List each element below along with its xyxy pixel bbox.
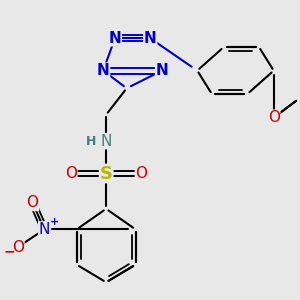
Text: N: N xyxy=(39,222,50,237)
Text: H: H xyxy=(86,135,97,148)
Text: O: O xyxy=(268,110,280,125)
Text: N: N xyxy=(144,31,157,46)
Text: N: N xyxy=(156,63,168,78)
Text: N: N xyxy=(100,134,112,149)
Text: N: N xyxy=(97,63,110,78)
Text: O: O xyxy=(12,239,24,254)
Text: N: N xyxy=(109,31,121,46)
Text: O: O xyxy=(27,195,39,210)
Text: O: O xyxy=(135,166,147,181)
Text: S: S xyxy=(100,164,112,182)
Text: +: + xyxy=(50,217,59,227)
Text: O: O xyxy=(65,166,77,181)
Text: −: − xyxy=(3,244,15,258)
